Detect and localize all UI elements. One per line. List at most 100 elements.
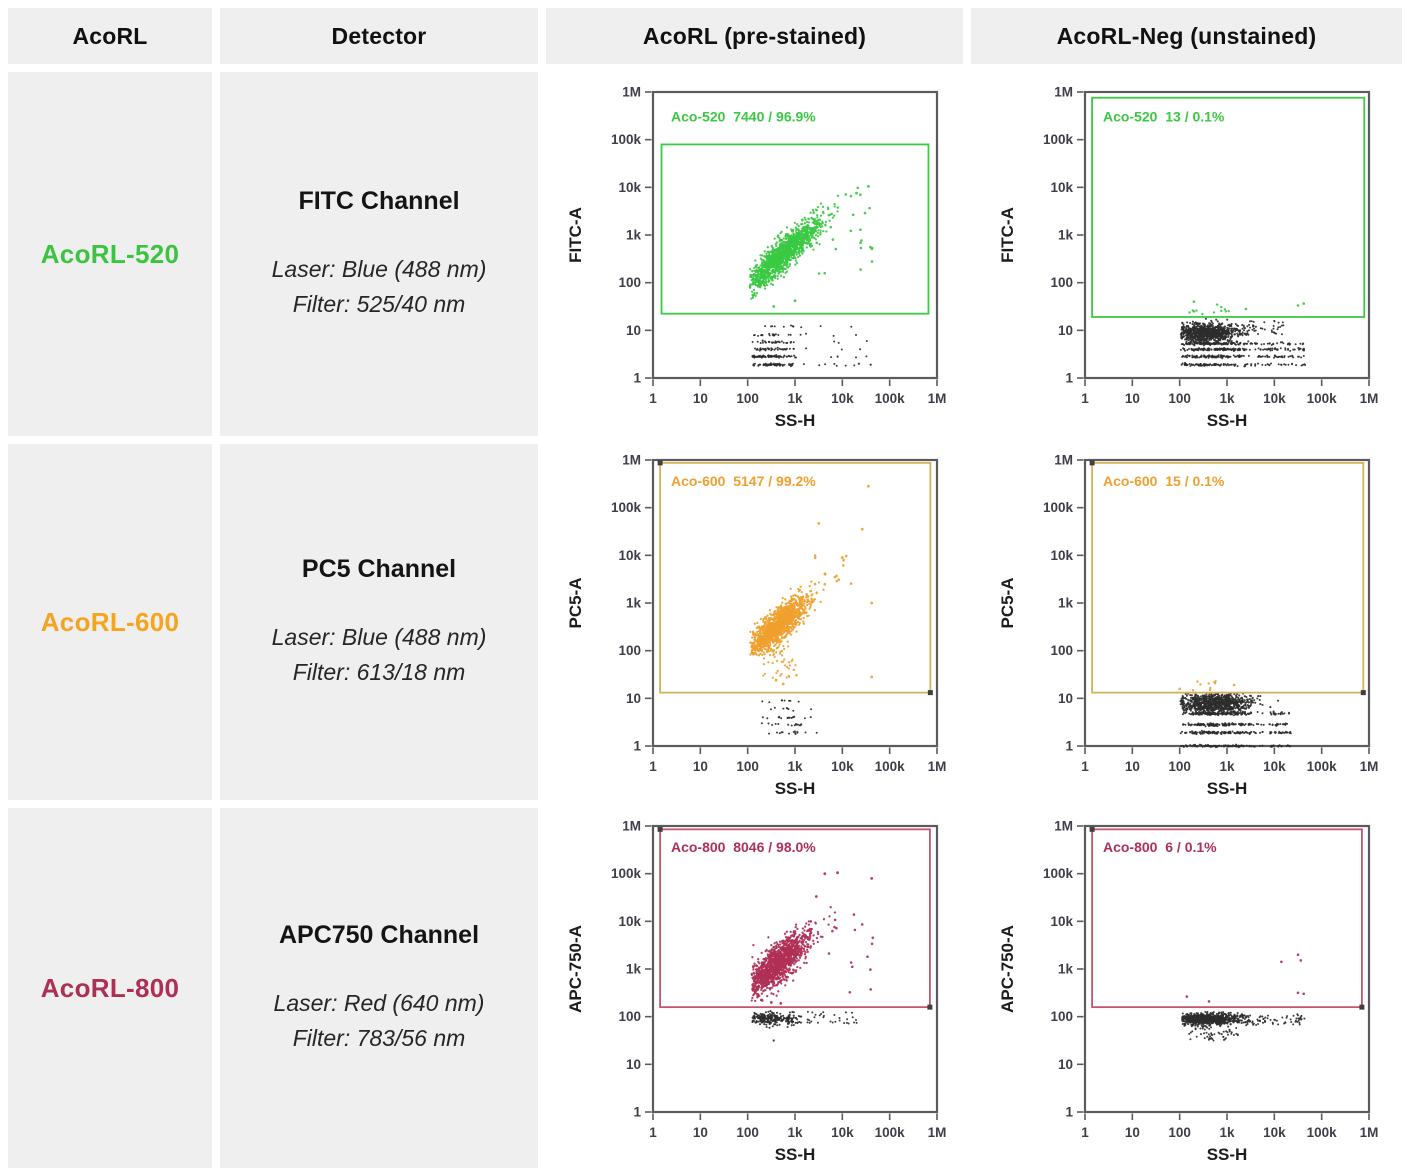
- row-label-acorl-520: AcoRL-520: [40, 238, 180, 269]
- scatter-points: [748, 484, 873, 735]
- plot-cell-unstained-row2: 1 1 10 10 100 100 1k 1k 10k 10k 100k 100k 1M 1M SS-H PC…: [971, 444, 1402, 800]
- svg-text:1: 1: [649, 759, 657, 774]
- gate-handle-topleft: [1089, 826, 1095, 832]
- y-axis-label: PC5-A: [998, 577, 1017, 628]
- svg-text:10k: 10k: [618, 180, 641, 195]
- scatter-plot-row2-unstained: 11 10 10 100 100 1k 1k 10k 10k 100k 100k 1M 1M SS-H PC…: [998, 453, 1378, 799]
- y-axis-label: PC5-A: [566, 577, 585, 628]
- gate-handle-bottomright: [1360, 690, 1366, 696]
- gate-handle-bottomright: [1358, 1004, 1364, 1010]
- svg-text:10: 10: [1057, 691, 1072, 706]
- x-axis-label: SS-H: [774, 1145, 815, 1164]
- svg-text:1: 1: [633, 739, 641, 754]
- svg-text:1M: 1M: [622, 85, 641, 100]
- svg-text:100: 100: [618, 643, 641, 658]
- svg-text:1M: 1M: [1054, 453, 1073, 468]
- svg-text:1k: 1k: [787, 391, 803, 406]
- header-cell-acorl: AcoRL: [8, 8, 212, 64]
- gate-label: Aco-800 6 / 0.1%: [1102, 839, 1216, 855]
- svg-text:100k: 100k: [610, 132, 641, 147]
- gate-rectangle: [1090, 96, 1365, 318]
- svg-text:100: 100: [1050, 275, 1073, 290]
- svg-text:10k: 10k: [1263, 391, 1286, 406]
- gate-rectangle: [660, 143, 929, 315]
- gate-handle-bottomright: [927, 690, 933, 696]
- scatter-plot-row1-pre-stained: 11 10 10 100 100 1k 1k 10k 10k 100k 100k 1M 1M SS-H FI…: [566, 85, 946, 431]
- svg-text:1: 1: [1065, 739, 1073, 754]
- row-label-cell-acorl-600: AcoRL-600: [8, 444, 212, 800]
- gate-label: Aco-600 15 / 0.1%: [1102, 473, 1224, 489]
- y-axis-label: FITC-A: [998, 207, 1017, 263]
- svg-text:10: 10: [1124, 391, 1139, 406]
- svg-text:1k: 1k: [1219, 759, 1235, 774]
- svg-text:1: 1: [1081, 759, 1089, 774]
- svg-text:100k: 100k: [874, 391, 905, 406]
- scatter-points: [1177, 680, 1292, 749]
- svg-text:1M: 1M: [622, 453, 641, 468]
- svg-text:100k: 100k: [610, 500, 641, 515]
- svg-text:100: 100: [618, 275, 641, 290]
- detector-laser: Laser: Blue (488 nm): [271, 256, 487, 282]
- x-axis-label: SS-H: [1206, 1145, 1247, 1164]
- gate-label: Aco-520 13 / 0.1%: [1102, 109, 1224, 125]
- detector-channel: PC5 Channel: [301, 555, 457, 583]
- svg-text:100k: 100k: [874, 759, 905, 774]
- plot-cell-unstained-row3: 1 1 10 10 100 100 1k 1k 10k 10k 100k 100k 1M 1M SS-H AP…: [971, 808, 1402, 1168]
- plot-cell-prestained-row2: 1 1 10 10 100 100 1k 1k 10k 10k 100k 100k 1M 1M SS-H PC…: [546, 444, 963, 800]
- detector-cell-acorl-600: PC5 Channel Laser: Blue (488 nm) Filter: 6…: [220, 444, 538, 800]
- y-axis-label: APC-750-A: [566, 925, 585, 1013]
- svg-text:10k: 10k: [831, 391, 854, 406]
- header-cell-detector: Detector: [220, 8, 538, 64]
- svg-text:1k: 1k: [1057, 228, 1073, 243]
- svg-text:1: 1: [1081, 391, 1089, 406]
- row-label-acorl-800: AcoRL-800: [40, 972, 180, 1003]
- svg-text:1k: 1k: [1219, 391, 1235, 406]
- plot-cell-unstained-row1: 1 1 10 10 100 100 1k 1k 10k 10k 100k 100k 1M 1M SS-H FI…: [971, 72, 1402, 436]
- svg-text:100: 100: [1168, 391, 1191, 406]
- svg-text:1M: 1M: [1054, 85, 1073, 100]
- svg-text:1k: 1k: [787, 759, 803, 774]
- detector-channel: APC750 Channel: [278, 921, 480, 949]
- gate-handle-topleft: [1089, 460, 1095, 466]
- scatter-points: [748, 185, 873, 368]
- svg-text:1: 1: [1065, 371, 1073, 386]
- plot-cell-prestained-row1: 1 1 10 10 100 100 1k 1k 10k 10k 100k 100k 1M 1M SS-H FI…: [546, 72, 963, 436]
- svg-text:10k: 10k: [618, 548, 641, 563]
- row-label-acorl-600: AcoRL-600: [40, 606, 180, 637]
- svg-text:1k: 1k: [625, 228, 641, 243]
- svg-text:100k: 100k: [1306, 391, 1337, 406]
- header-cell-unstained: AcoRL-Neg (unstained): [971, 8, 1402, 64]
- svg-text:1M: 1M: [1359, 759, 1378, 774]
- svg-text:100k: 100k: [1042, 500, 1073, 515]
- gate-rectangle: [1090, 828, 1363, 1009]
- svg-text:1: 1: [649, 391, 657, 406]
- scatter-plot-row1-unstained: 11 10 10 100 100 1k 1k 10k 10k 100k 100k 1M 1M SS-H FI…: [998, 85, 1378, 431]
- scatter-points: [750, 871, 874, 1042]
- svg-text:10k: 10k: [1050, 180, 1073, 195]
- detector-cell-acorl-520: FITC Channel Laser: Blue (488 nm) Filter: …: [220, 72, 538, 436]
- svg-text:100: 100: [736, 391, 759, 406]
- svg-text:1M: 1M: [1359, 391, 1378, 406]
- y-axis-label: APC-750-A: [998, 925, 1017, 1013]
- svg-text:10: 10: [1124, 759, 1139, 774]
- svg-text:10: 10: [692, 759, 707, 774]
- svg-text:10k: 10k: [831, 759, 854, 774]
- scatter-points: [1179, 300, 1306, 368]
- gate-rectangle: [658, 828, 931, 1009]
- svg-text:100: 100: [736, 759, 759, 774]
- svg-text:100k: 100k: [1306, 759, 1337, 774]
- x-axis-label: SS-H: [774, 779, 815, 798]
- plot-cell-prestained-row3: 1 1 10 10 100 100 1k 1k 10k 10k 100k 100k 1M 1M SS-H AP…: [546, 808, 963, 1168]
- row-label-cell-acorl-800: AcoRL-800: [8, 808, 212, 1168]
- gate-handle-topleft: [657, 826, 663, 832]
- detector-laser: Laser: Blue (488 nm): [271, 624, 487, 650]
- svg-text:1M: 1M: [927, 759, 946, 774]
- svg-text:10: 10: [625, 691, 640, 706]
